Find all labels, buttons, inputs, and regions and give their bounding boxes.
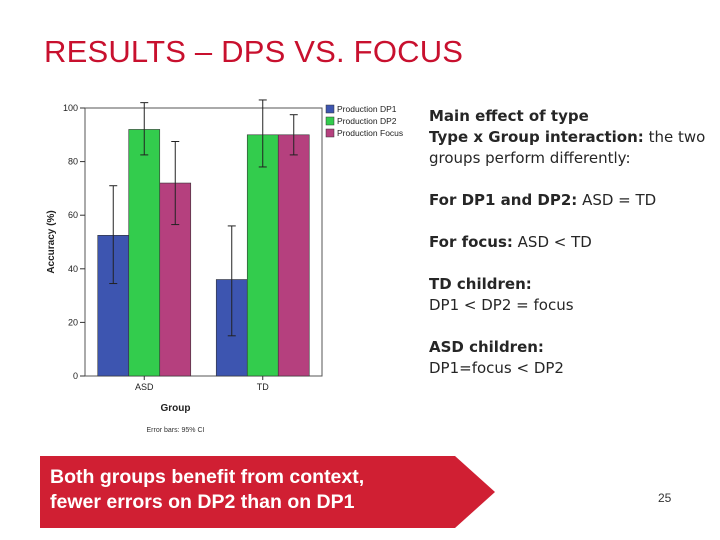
note-focus-text: ASD < TD bbox=[512, 233, 592, 251]
x-tick-label: ASD bbox=[135, 382, 154, 392]
y-axis-label: Accuracy (%) bbox=[46, 210, 57, 273]
bar-asd-2 bbox=[128, 129, 161, 377]
summary-callout: Both groups benefit from context, fewer … bbox=[40, 456, 495, 528]
callout-arrow-shape bbox=[40, 456, 495, 528]
callout-line-2: fewer errors on DP2 than on DP1 bbox=[50, 491, 355, 513]
note-asd-result: DP1=focus < DP2 bbox=[429, 359, 564, 377]
note-td-children: TD children: bbox=[429, 274, 714, 295]
legend-label: Production DP2 bbox=[337, 116, 397, 126]
x-tick-label: TD bbox=[257, 382, 269, 392]
y-tick-label: 100 bbox=[63, 103, 78, 113]
note-interaction-label: Type x Group interaction: bbox=[429, 128, 644, 146]
y-tick-label: 0 bbox=[73, 371, 78, 381]
note-td-label: TD children: bbox=[429, 275, 532, 293]
note-asd-children: ASD children: bbox=[429, 337, 714, 358]
note-dp-text: ASD = TD bbox=[577, 191, 657, 209]
note-asd-label: ASD children: bbox=[429, 338, 544, 356]
note-dp-label: For DP1 and DP2: bbox=[429, 191, 578, 209]
bar-chart: 0 20 40 60 80 100 Accuracy (%) ASD TD Group Error … bbox=[40, 96, 420, 441]
legend-label: Production DP1 bbox=[337, 104, 397, 114]
page-number: 25 bbox=[658, 491, 672, 505]
x-axis-label: Group bbox=[161, 403, 191, 414]
note-td-result: DP1 < DP2 = focus bbox=[429, 296, 574, 314]
chart-footnote: Error bars: 95% CI bbox=[147, 427, 205, 434]
note-focus-comparison: For focus: ASD < TD bbox=[429, 232, 714, 253]
note-dp-comparison: For DP1 and DP2: ASD = TD bbox=[429, 190, 714, 211]
slide-title: RESULTS – DPS VS. FOCUS bbox=[44, 34, 464, 69]
note-focus-label: For focus: bbox=[429, 233, 513, 251]
legend-label: Production Focus bbox=[337, 128, 403, 138]
y-tick-label: 40 bbox=[68, 264, 78, 274]
note-main-effect: Main effect of type bbox=[429, 106, 714, 127]
bar-td-2 bbox=[246, 134, 279, 377]
results-notes: Main effect of type Type x Group interac… bbox=[429, 106, 714, 379]
bar-td-3 bbox=[277, 134, 310, 377]
chart-svg: 0 20 40 60 80 100 Accuracy (%) ASD TD Group Error … bbox=[46, 99, 403, 434]
note-interaction-text: the two groups perform differently: bbox=[429, 128, 706, 167]
legend-swatch bbox=[325, 128, 335, 138]
y-tick-label: 20 bbox=[68, 317, 78, 327]
callout-line-1: Both groups benefit from context, bbox=[50, 466, 365, 488]
legend-swatch bbox=[325, 104, 335, 114]
legend-swatch bbox=[325, 116, 335, 126]
y-tick-label: 60 bbox=[68, 210, 78, 220]
callout-text: Both groups benefit from context, fewer … bbox=[50, 465, 470, 515]
note-main-effect-label: Main effect of type bbox=[429, 107, 589, 125]
note-interaction: Type x Group interaction: the two groups… bbox=[429, 127, 714, 169]
y-tick-label: 80 bbox=[68, 157, 78, 167]
